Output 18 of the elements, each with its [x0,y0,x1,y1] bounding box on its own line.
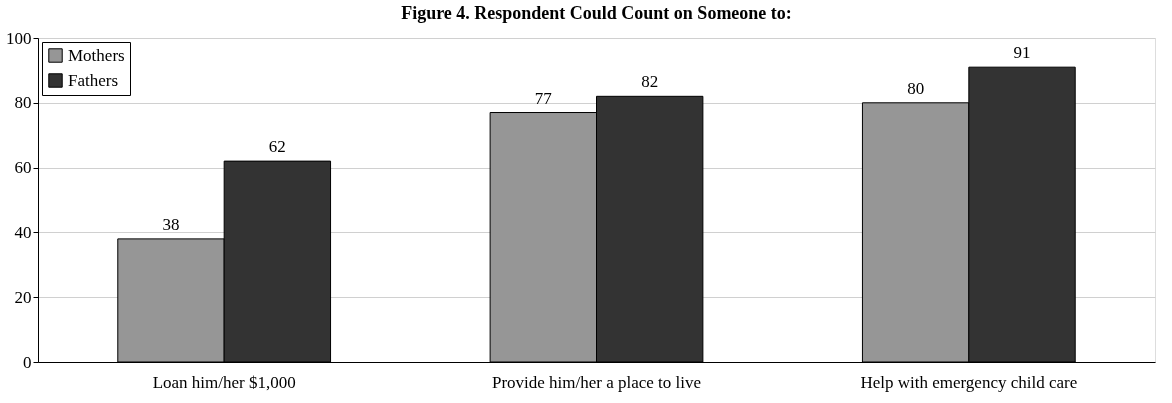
y-tick-label: 20 [14,287,32,307]
x-tick-label: Loan him/her $1,000 [152,372,296,392]
data-label: 82 [641,72,659,92]
x-tick-label: Provide him/her a place to live [491,372,702,392]
data-label: 62 [268,137,286,157]
y-tick-label: 40 [14,222,32,242]
data-label: 38 [162,214,180,234]
data-label: 80 [907,78,925,98]
y-tick-label: 100 [6,28,32,48]
legend-label: Fathers [68,70,119,90]
y-tick-label: 0 [23,352,32,372]
data-label: 91 [1013,43,1031,63]
x-tick-label: Help with emergency child care [860,372,1078,392]
data-label: 77 [534,88,553,108]
legend-label: Mothers [68,45,125,65]
y-tick-label: 80 [14,93,32,113]
y-tick-label: 60 [14,158,32,178]
chart-title: Figure 4. Respondent Could Count on Someone to: [401,3,792,23]
